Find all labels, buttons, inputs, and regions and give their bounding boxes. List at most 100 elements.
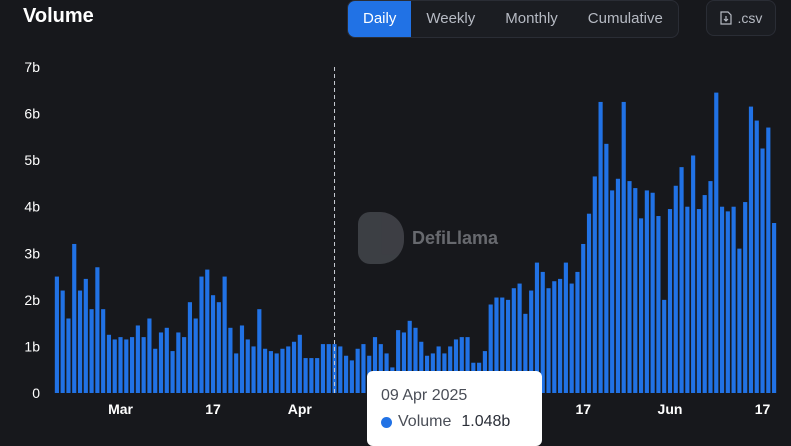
- volume-bar[interactable]: [673, 185, 678, 393]
- volume-bar[interactable]: [77, 290, 83, 393]
- volume-bar[interactable]: [575, 271, 580, 393]
- volume-bar[interactable]: [558, 278, 563, 393]
- volume-bar[interactable]: [118, 337, 123, 393]
- volume-bar[interactable]: [766, 127, 771, 393]
- volume-bar[interactable]: [436, 346, 441, 393]
- volume-bar[interactable]: [106, 334, 112, 393]
- volume-bar[interactable]: [274, 353, 279, 393]
- volume-bar[interactable]: [176, 332, 181, 393]
- volume-bar[interactable]: [598, 101, 603, 394]
- volume-bar[interactable]: [743, 202, 748, 393]
- volume-bar[interactable]: [66, 318, 71, 393]
- volume-bar[interactable]: [141, 337, 146, 393]
- volume-bar[interactable]: [205, 269, 210, 393]
- volume-bar[interactable]: [326, 344, 331, 393]
- volume-bar[interactable]: [216, 302, 221, 393]
- volume-bar[interactable]: [511, 288, 516, 393]
- volume-bar[interactable]: [615, 178, 621, 393]
- volume-bar[interactable]: [361, 344, 366, 393]
- volume-bar[interactable]: [251, 346, 256, 393]
- volume-bar[interactable]: [344, 355, 349, 393]
- volume-bar[interactable]: [147, 318, 152, 393]
- volume-bar[interactable]: [644, 190, 649, 393]
- tab-daily[interactable]: Daily: [348, 1, 412, 37]
- volume-bar[interactable]: [210, 295, 216, 393]
- volume-bar[interactable]: [610, 190, 615, 393]
- volume-bar[interactable]: [257, 309, 262, 393]
- volume-bar[interactable]: [268, 351, 273, 393]
- volume-bar[interactable]: [592, 176, 597, 393]
- volume-bar[interactable]: [164, 327, 169, 393]
- volume-bar[interactable]: [378, 344, 383, 393]
- volume-bar[interactable]: [500, 297, 505, 393]
- volume-bar[interactable]: [158, 332, 164, 393]
- volume-bar[interactable]: [286, 346, 291, 393]
- volume-bar[interactable]: [691, 155, 696, 393]
- volume-bar[interactable]: [135, 325, 140, 393]
- volume-bar[interactable]: [407, 320, 412, 393]
- volume-bar[interactable]: [563, 262, 568, 393]
- volume-bar[interactable]: [453, 339, 459, 393]
- volume-bar[interactable]: [685, 206, 690, 393]
- volume-bar[interactable]: [297, 334, 302, 393]
- volume-bar[interactable]: [546, 288, 551, 393]
- volume-bar[interactable]: [552, 281, 557, 393]
- volume-bar[interactable]: [130, 337, 135, 393]
- volume-bar[interactable]: [222, 276, 227, 393]
- volume-bar[interactable]: [760, 148, 765, 394]
- volume-bar[interactable]: [488, 304, 493, 393]
- tab-weekly[interactable]: Weekly: [426, 10, 476, 27]
- download-csv-button[interactable]: .csv: [706, 0, 776, 36]
- volume-bar[interactable]: [731, 206, 736, 393]
- volume-bar[interactable]: [315, 358, 320, 393]
- volume-bar[interactable]: [182, 337, 187, 393]
- tab-monthly[interactable]: Monthly: [505, 10, 558, 27]
- volume-bar[interactable]: [494, 297, 499, 393]
- volume-bar[interactable]: [234, 353, 239, 393]
- volume-bar[interactable]: [187, 302, 192, 393]
- volume-bar[interactable]: [505, 299, 511, 393]
- volume-bar[interactable]: [517, 283, 522, 393]
- volume-bar[interactable]: [263, 348, 268, 393]
- volume-bar[interactable]: [291, 341, 297, 393]
- volume-bar[interactable]: [124, 339, 129, 393]
- volume-bar[interactable]: [112, 339, 117, 393]
- volume-bar[interactable]: [60, 290, 65, 393]
- volume-bar[interactable]: [725, 211, 730, 393]
- volume-bar[interactable]: [95, 267, 100, 393]
- volume-bar[interactable]: [529, 290, 534, 393]
- volume-bar[interactable]: [667, 209, 673, 393]
- volume-bar[interactable]: [656, 216, 661, 393]
- volume-bar[interactable]: [239, 325, 245, 393]
- volume-bar[interactable]: [193, 318, 198, 393]
- volume-bar[interactable]: [662, 299, 667, 393]
- volume-bar[interactable]: [54, 276, 59, 393]
- volume-bar[interactable]: [280, 348, 285, 393]
- volume-bar[interactable]: [89, 309, 94, 393]
- volume-bar[interactable]: [581, 243, 586, 393]
- volume-bar[interactable]: [754, 120, 759, 393]
- volume-bar[interactable]: [633, 188, 638, 393]
- volume-bar[interactable]: [569, 283, 574, 393]
- volume-bar[interactable]: [748, 106, 754, 393]
- volume-bar[interactable]: [419, 341, 424, 393]
- volume-bar[interactable]: [679, 167, 684, 393]
- volume-bar[interactable]: [309, 358, 314, 393]
- volume-bar[interactable]: [338, 346, 343, 393]
- volume-bar[interactable]: [621, 101, 626, 394]
- volume-bar[interactable]: [448, 346, 453, 393]
- volume-bar[interactable]: [355, 348, 360, 393]
- volume-bar[interactable]: [83, 278, 88, 393]
- volume-bar[interactable]: [72, 243, 77, 393]
- volume-bar[interactable]: [719, 206, 725, 393]
- volume-bar[interactable]: [650, 192, 655, 393]
- volume-bar[interactable]: [627, 181, 632, 393]
- volume-bar[interactable]: [523, 313, 528, 393]
- volume-bar[interactable]: [540, 271, 545, 393]
- volume-bar[interactable]: [708, 181, 713, 393]
- volume-bar[interactable]: [303, 358, 308, 393]
- volume-bar[interactable]: [534, 262, 540, 393]
- volume-bar[interactable]: [638, 218, 644, 393]
- volume-bar[interactable]: [714, 92, 719, 394]
- volume-bar[interactable]: [702, 195, 707, 393]
